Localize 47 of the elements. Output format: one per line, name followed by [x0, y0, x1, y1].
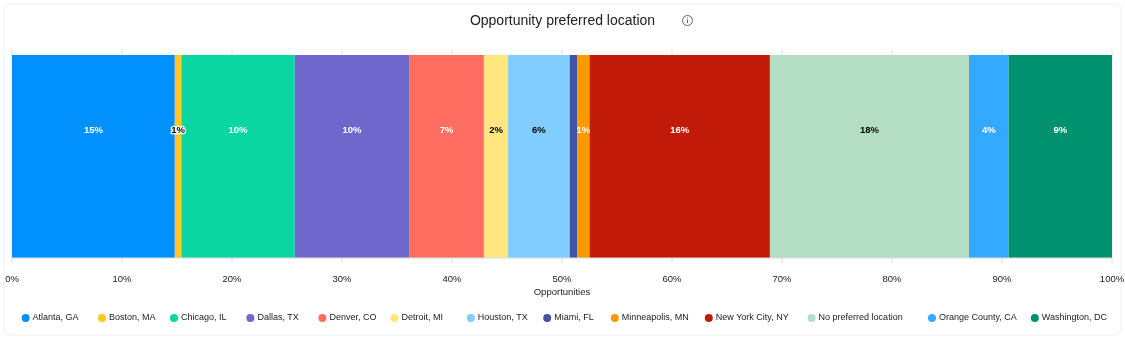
bar	[409, 55, 484, 258]
legend-label: Denver, CO	[329, 312, 377, 323]
legend-label: Boston, MA	[109, 312, 156, 323]
bar	[969, 55, 1009, 258]
data-label: 18%	[859, 123, 880, 135]
x-axis-title: Opportunities	[533, 286, 591, 297]
legend-label: Chicago, IL	[181, 312, 227, 323]
x-tick-label: 70%	[772, 273, 793, 284]
x-tick-label: 20%	[222, 273, 243, 284]
legend-label: Atlanta, GA	[32, 312, 79, 323]
x-tick-label: 30%	[332, 273, 353, 284]
bar	[589, 55, 770, 258]
legend-label: No preferred location	[818, 312, 903, 323]
legend-label: Orange County, CA	[939, 312, 1017, 323]
bar	[483, 55, 509, 258]
x-tick-label: 0%	[5, 273, 20, 284]
bar	[577, 55, 590, 258]
bar	[769, 55, 969, 258]
data-label: 10%	[228, 123, 249, 135]
data-label: 1%	[576, 123, 591, 135]
legend-label: Houston, TX	[477, 312, 528, 323]
bar	[569, 55, 578, 258]
bar	[294, 55, 410, 258]
x-tick-label: 90%	[992, 273, 1013, 284]
data-label: 15%	[83, 123, 104, 135]
data-label: 16%	[670, 123, 690, 135]
legend-label: Detroit, MI	[401, 312, 443, 323]
chart-title: Opportunity preferred location	[469, 12, 656, 28]
bar	[508, 55, 570, 258]
legend-label: Miami, FL	[554, 312, 594, 323]
x-tick-label: 100%	[1099, 273, 1125, 284]
x-tick-label: 10%	[112, 273, 133, 284]
data-label: 9%	[1053, 123, 1068, 135]
legend-label: Washington, DC	[1041, 312, 1108, 323]
x-tick-label: 40%	[442, 273, 463, 284]
legend-label: Dallas, TX	[257, 312, 299, 323]
data-label: 2%	[489, 123, 504, 135]
data-label: 7%	[439, 123, 454, 135]
data-label: 10%	[342, 123, 362, 135]
legend-label: Minneapolis, MN	[621, 312, 689, 323]
data-label: 4%	[981, 123, 997, 135]
x-tick-label: 50%	[552, 273, 573, 284]
data-label: 6%	[532, 123, 547, 135]
x-tick-label: 60%	[662, 273, 683, 284]
bar	[1008, 55, 1112, 258]
x-tick-label: 80%	[882, 273, 903, 284]
legend-label: New York City, NY	[715, 312, 789, 323]
